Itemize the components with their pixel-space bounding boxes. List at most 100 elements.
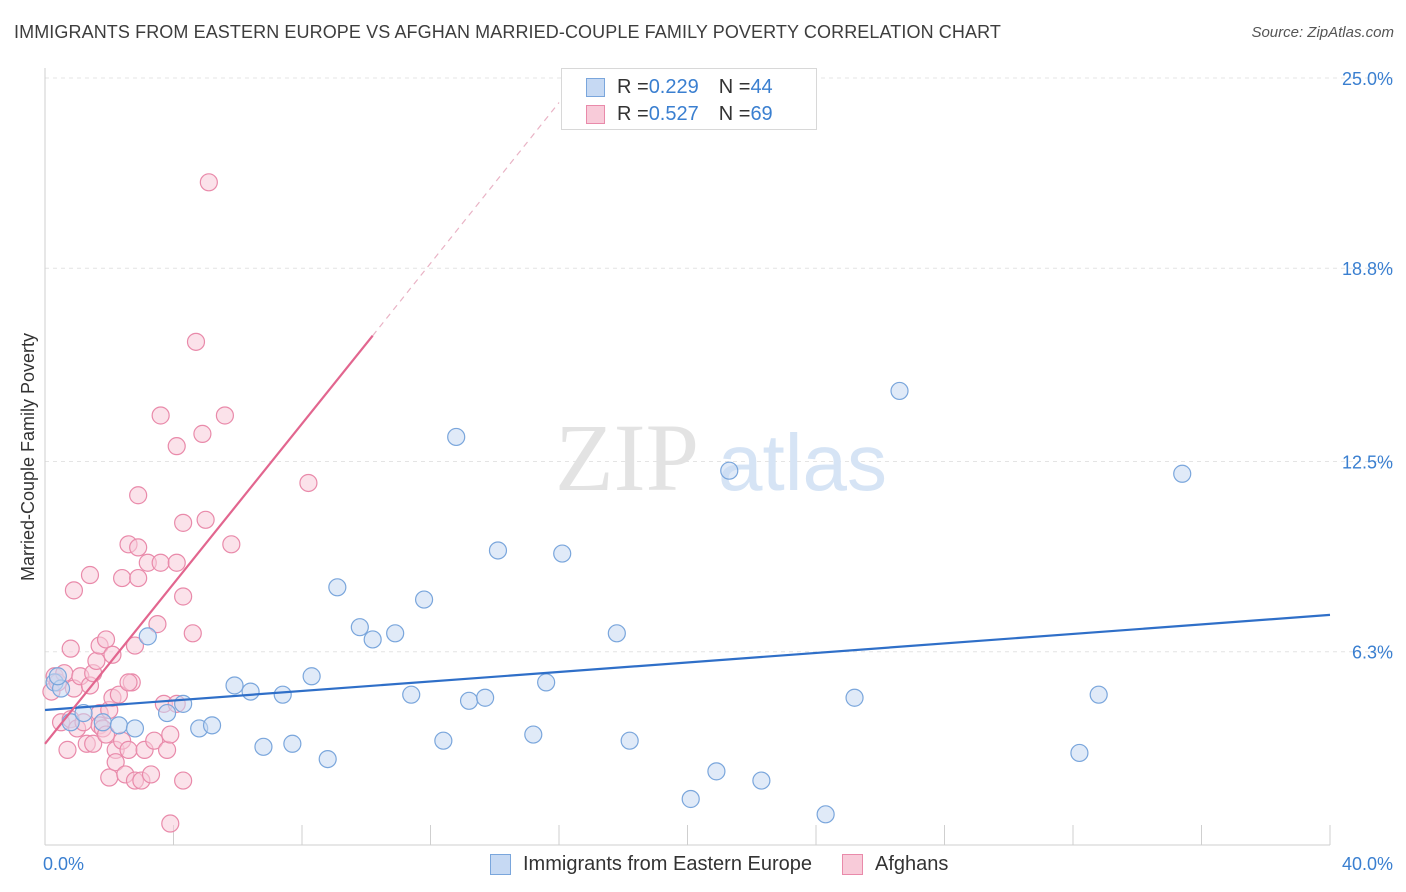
afghans-trend-line: [44, 335, 374, 745]
eastern-europe-point: [125, 719, 145, 738]
afghans-point: [109, 685, 128, 704]
y-tick-label: 25.0%: [1342, 69, 1393, 89]
afghans-point: [167, 437, 186, 456]
afghans-trend-extension: [372, 102, 560, 337]
eastern-europe-point: [607, 624, 626, 643]
eastern-europe-point: [386, 624, 405, 643]
legend-swatch-blue: [586, 77, 605, 97]
eastern-europe-point: [273, 685, 292, 704]
afghans-point: [157, 740, 177, 759]
afghans-point: [222, 535, 241, 554]
eastern-europe-point: [890, 381, 909, 401]
x-tick-labels: 0.0% 40.0%: [43, 854, 1393, 874]
afghans-point: [174, 587, 193, 606]
legend-n-value: 44: [750, 75, 773, 98]
eastern-europe-point: [1089, 685, 1108, 704]
chart-title: IMMIGRANTS FROM EASTERN EUROPE VS AFGHAN…: [14, 22, 1001, 42]
y-tick-label: 18.8%: [1342, 259, 1393, 279]
legend-row-eastern-europe: R = 0.229 N = 44: [586, 75, 773, 99]
series-legend-swatch-blue: [490, 853, 511, 875]
y-axis-title: Married-Couple Family Poverty: [18, 333, 38, 581]
y-tick-labels: 6.3% 12.5% 18.8% 25.0%: [1342, 69, 1393, 663]
x-tick-label-min: 0.0%: [43, 854, 84, 874]
eastern-europe-point: [318, 749, 337, 769]
legend-swatch-pink: [586, 104, 605, 124]
eastern-europe-point: [720, 461, 739, 480]
x-tick-label-max: 40.0%: [1342, 854, 1393, 874]
series-legend-swatch-pink: [842, 853, 863, 875]
afghans-point: [151, 553, 170, 572]
eastern-europe-point: [241, 682, 260, 701]
legend-r-value: 0.229: [648, 75, 699, 98]
legend-n-label: N =: [718, 102, 751, 125]
afghans-point: [61, 639, 80, 658]
eastern-europe-point: [363, 630, 382, 649]
afghans-point: [215, 406, 234, 425]
afghans-point: [87, 651, 106, 671]
afghans-point: [129, 568, 148, 588]
axes: [44, 68, 1331, 846]
source-credit: Source: ZipAtlas.com: [1251, 24, 1394, 41]
eastern-europe-point: [620, 731, 639, 750]
legend-r-value: 0.527: [648, 102, 699, 125]
eastern-europe-point: [254, 737, 273, 756]
afghans-point: [145, 731, 164, 750]
eastern-europe-point: [202, 716, 222, 735]
afghans-point: [129, 538, 148, 557]
afghans-point: [80, 565, 100, 585]
eastern-europe-point: [537, 673, 556, 692]
legend-row-afghans: R = 0.527 N = 69: [586, 102, 773, 126]
eastern-europe-point: [74, 703, 93, 723]
afghans-point: [119, 673, 138, 692]
afghans-point: [167, 553, 186, 572]
eastern-europe-point: [434, 731, 453, 750]
y-tick-label: 12.5%: [1342, 453, 1393, 473]
eastern-europe-point: [48, 667, 67, 686]
eastern-europe-point: [707, 762, 726, 781]
legend-n-label: N =: [718, 75, 751, 98]
eastern-europe-point: [447, 427, 466, 447]
eastern-europe-trend-line: [44, 613, 1331, 712]
series-legend-afghans: Afghans: [842, 851, 948, 877]
legend-r-label: R =: [617, 75, 649, 98]
afghans-point: [161, 814, 180, 833]
eastern-europe-point: [350, 618, 369, 637]
afghans-point: [148, 615, 167, 634]
afghans-point: [161, 725, 180, 744]
watermark-zip: ZIP: [555, 404, 699, 511]
eastern-europe-point: [459, 691, 479, 710]
afghans-point: [196, 510, 215, 529]
series-afghans-points: [42, 173, 318, 833]
eastern-europe-point: [681, 789, 700, 809]
eastern-europe-point: [553, 544, 572, 563]
eastern-europe-point: [476, 688, 495, 707]
eastern-europe-point: [752, 771, 771, 790]
eastern-europe-point: [302, 667, 321, 686]
eastern-europe-point: [845, 688, 864, 707]
afghans-point: [183, 624, 202, 643]
afghans-point: [96, 630, 116, 649]
trend-lines: [44, 102, 1331, 745]
eastern-europe-point: [283, 734, 302, 753]
afghans-point: [58, 740, 77, 759]
eastern-europe-point: [816, 805, 835, 824]
afghans-point: [103, 645, 122, 664]
eastern-europe-point: [1173, 464, 1192, 483]
afghans-point: [174, 513, 193, 532]
afghans-point: [299, 473, 318, 493]
afghans-point: [119, 740, 138, 759]
eastern-europe-point: [1070, 743, 1089, 763]
eastern-europe-point: [414, 590, 434, 609]
afghans-point: [174, 771, 193, 790]
eastern-europe-point: [93, 713, 112, 732]
afghans-point: [129, 486, 148, 505]
afghans-point: [100, 768, 119, 787]
eastern-europe-point: [524, 725, 543, 744]
watermark-atlas: atlas: [718, 418, 887, 507]
afghans-point: [193, 424, 212, 443]
afghans-point: [141, 765, 161, 784]
afghans-point: [106, 753, 125, 772]
series-legend-eastern-europe: Immigrants from Eastern Europe: [490, 851, 812, 877]
legend-r-label: R =: [617, 102, 649, 125]
